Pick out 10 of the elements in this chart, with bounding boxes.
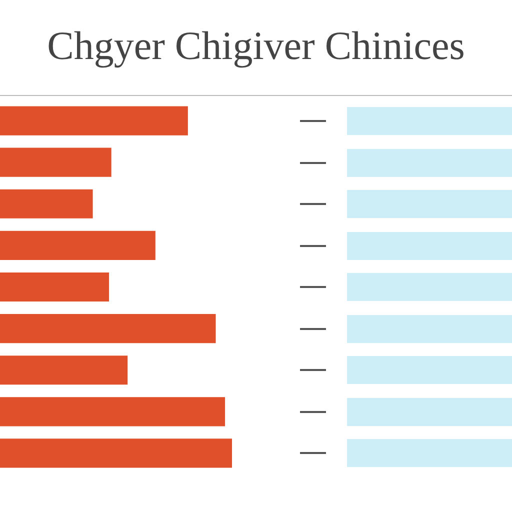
bar xyxy=(0,397,226,426)
bar xyxy=(0,230,156,260)
bar xyxy=(0,148,112,177)
chart-title: Chgyer Chigiver Chinices xyxy=(46,22,466,69)
bar xyxy=(0,356,128,385)
bar xyxy=(0,314,216,344)
bar xyxy=(0,189,93,218)
bar xyxy=(0,438,232,468)
bar xyxy=(0,106,188,136)
bar xyxy=(0,272,110,302)
